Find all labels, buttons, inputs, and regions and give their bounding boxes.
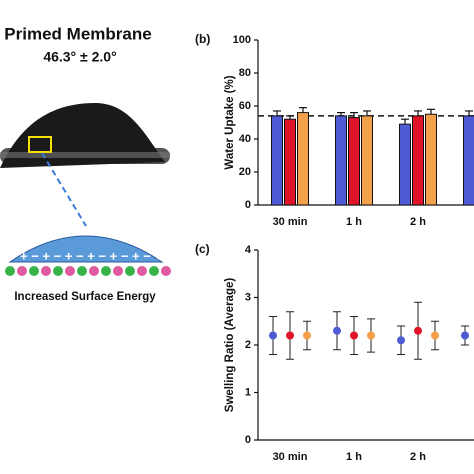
- point: [397, 336, 405, 345]
- point: [333, 326, 341, 335]
- bar: [271, 115, 283, 206]
- point: [414, 326, 422, 335]
- y-tick-label: 0: [245, 434, 251, 446]
- point: [461, 331, 469, 340]
- x-tick-label: 30 min: [273, 451, 308, 463]
- y-axis-label: Swelling Ratio (Average): [224, 278, 236, 413]
- bar: [412, 115, 424, 206]
- y-tick-label: 1: [245, 386, 251, 398]
- point: [431, 331, 439, 340]
- x-tick-label: 2 h: [410, 216, 426, 228]
- bar: [463, 115, 474, 206]
- y-tick-label: 0: [245, 199, 251, 211]
- point: [286, 331, 294, 340]
- y-tick-label: 40: [239, 133, 251, 145]
- panel-a-title: Primed Membrane: [4, 24, 151, 43]
- x-tick-label: 1 h: [346, 451, 362, 463]
- bar: [297, 112, 309, 206]
- y-tick-label: 60: [239, 100, 251, 112]
- panel-a-caption: Increased Surface Energy: [14, 291, 156, 303]
- y-axis-label: Water Uptake (%): [224, 75, 236, 169]
- x-tick-label: 2 h: [410, 451, 426, 463]
- point: [303, 331, 311, 340]
- y-tick-label: 100: [233, 34, 251, 46]
- x-tick-label: 1 h: [346, 216, 362, 228]
- point: [367, 331, 375, 340]
- y-tick-label: 3: [245, 291, 251, 303]
- y-tick-label: 4: [245, 244, 252, 256]
- bar: [361, 115, 373, 206]
- x-tick-label: 30 min: [273, 216, 308, 228]
- contact-angle: 46.3° ± 2.0°: [43, 49, 116, 65]
- droplet-illustration: + − + − + − + − + − + − +: [0, 103, 171, 276]
- y-tick-label: 2: [245, 339, 251, 351]
- y-tick-label: 20: [239, 166, 251, 178]
- panel-label: (c): [195, 242, 210, 256]
- bar: [348, 117, 360, 206]
- y-tick-label: 80: [239, 67, 251, 79]
- point: [350, 331, 358, 340]
- point: [269, 331, 277, 340]
- bar: [335, 115, 347, 206]
- bar: [399, 123, 411, 206]
- svg-text:+ − + − + − + − + − + − +: + − + − + − + − + − + − +: [20, 248, 162, 263]
- panel-label: (b): [195, 32, 210, 46]
- bar: [425, 113, 437, 206]
- bar: [284, 118, 296, 206]
